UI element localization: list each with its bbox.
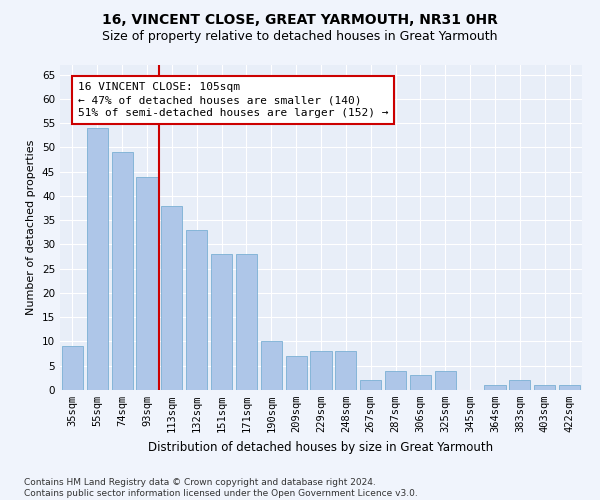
Bar <box>161 206 182 390</box>
Bar <box>261 342 282 390</box>
Text: 16 VINCENT CLOSE: 105sqm
← 47% of detached houses are smaller (140)
51% of semi-: 16 VINCENT CLOSE: 105sqm ← 47% of detach… <box>78 82 388 118</box>
Bar <box>385 370 406 390</box>
Bar <box>211 254 232 390</box>
Bar <box>236 254 257 390</box>
Bar <box>484 385 506 390</box>
Text: 16, VINCENT CLOSE, GREAT YARMOUTH, NR31 0HR: 16, VINCENT CLOSE, GREAT YARMOUTH, NR31 … <box>102 12 498 26</box>
Text: Size of property relative to detached houses in Great Yarmouth: Size of property relative to detached ho… <box>102 30 498 43</box>
Bar <box>509 380 530 390</box>
Bar <box>87 128 108 390</box>
Bar <box>335 351 356 390</box>
Bar <box>286 356 307 390</box>
Text: Contains HM Land Registry data © Crown copyright and database right 2024.
Contai: Contains HM Land Registry data © Crown c… <box>24 478 418 498</box>
Y-axis label: Number of detached properties: Number of detached properties <box>26 140 37 315</box>
Bar <box>534 385 555 390</box>
Bar <box>410 376 431 390</box>
Bar <box>186 230 207 390</box>
Bar <box>310 351 332 390</box>
X-axis label: Distribution of detached houses by size in Great Yarmouth: Distribution of detached houses by size … <box>148 440 494 454</box>
Bar <box>360 380 381 390</box>
Bar <box>112 152 133 390</box>
Bar <box>559 385 580 390</box>
Bar <box>62 346 83 390</box>
Bar <box>435 370 456 390</box>
Bar <box>136 176 158 390</box>
